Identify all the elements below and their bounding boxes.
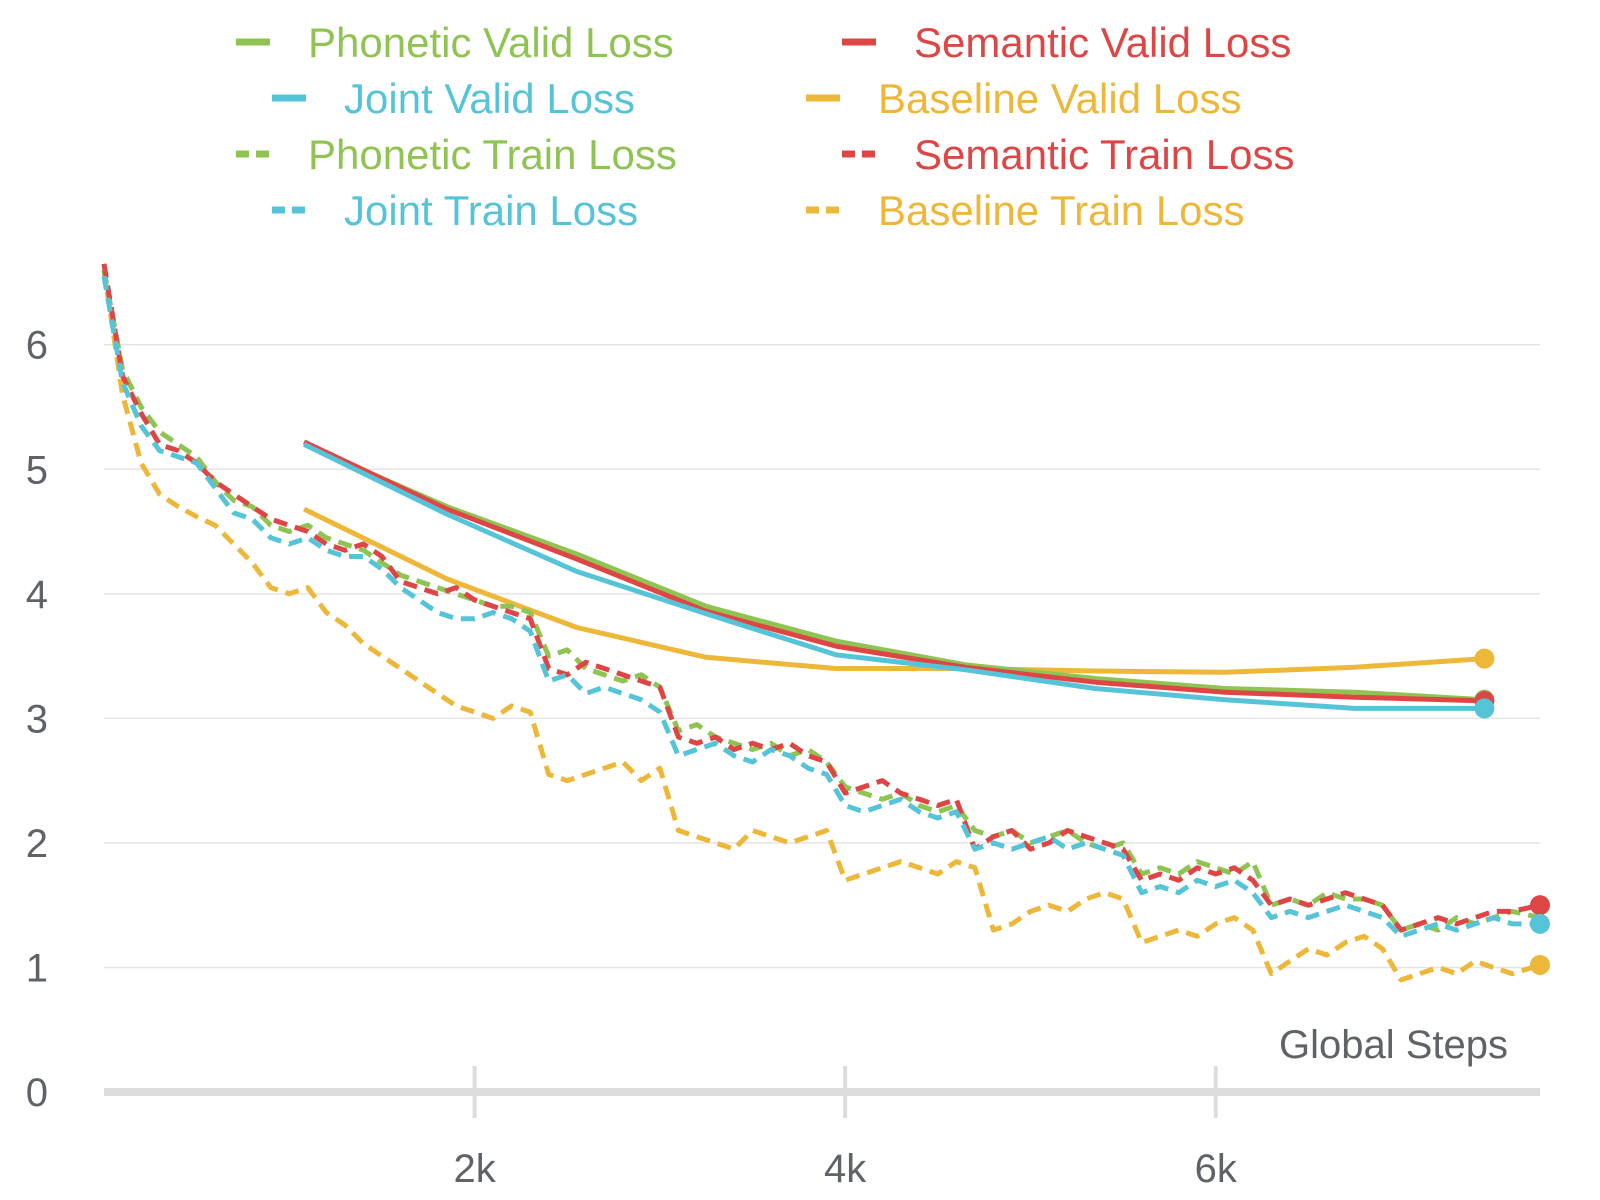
series-line-baseline-valid-loss bbox=[303, 506, 1485, 675]
y-tick-label: 2 bbox=[26, 822, 48, 866]
x-tick-label: 6k bbox=[1195, 1147, 1238, 1191]
x-tick-label: 2k bbox=[453, 1147, 496, 1191]
legend-item-phonetic-valid-loss: Phonetic Valid Loss bbox=[236, 19, 674, 66]
legend-label: Joint Train Loss bbox=[344, 187, 638, 234]
y-tick-label: 1 bbox=[26, 946, 48, 990]
series-line-phonetic-train-loss bbox=[101, 269, 1541, 933]
series-line-semantic-valid-loss bbox=[303, 439, 1485, 704]
legend-item-semantic-train-loss: Semantic Train Loss bbox=[842, 131, 1295, 178]
legend-label: Phonetic Train Loss bbox=[308, 131, 677, 178]
y-tick-label: 6 bbox=[26, 324, 48, 368]
end-point-semantic-train-loss bbox=[1530, 895, 1550, 916]
end-point-joint-valid-loss bbox=[1474, 698, 1495, 719]
series-line-joint-train-loss bbox=[101, 275, 1540, 939]
grid-layer bbox=[104, 343, 1540, 969]
axis-layer: 0 1 2 3 4 5 6 2k 4k 6k bbox=[26, 324, 1540, 1191]
end-point-joint-train-loss bbox=[1530, 913, 1550, 934]
x-axis-title: Global Steps bbox=[1279, 1023, 1508, 1067]
series-line-joint-valid-loss bbox=[303, 442, 1485, 711]
legend-item-joint-valid-loss: Joint Valid Loss bbox=[272, 75, 635, 122]
marker-layer bbox=[1474, 648, 1550, 975]
legend: Phonetic Valid Loss Semantic Valid Loss Jo… bbox=[236, 19, 1295, 234]
y-tick-label: 3 bbox=[26, 697, 48, 741]
y-tick-label: 4 bbox=[26, 573, 48, 617]
series-layer bbox=[101, 263, 1541, 983]
end-point-baseline-valid-loss bbox=[1474, 648, 1495, 669]
legend-item-phonetic-train-loss: Phonetic Train Loss bbox=[236, 131, 677, 178]
legend-item-semantic-valid-loss: Semantic Valid Loss bbox=[842, 19, 1291, 66]
legend-label: Semantic Train Loss bbox=[914, 131, 1295, 178]
end-point-baseline-train-loss bbox=[1530, 954, 1550, 975]
y-tick-label: 5 bbox=[26, 448, 48, 492]
series-line-baseline-train-loss bbox=[101, 269, 1541, 983]
legend-item-baseline-train-loss: Baseline Train Loss bbox=[806, 187, 1245, 234]
legend-label: Baseline Train Loss bbox=[878, 187, 1245, 234]
series-line-semantic-train-loss bbox=[101, 263, 1541, 933]
legend-item-joint-train-loss: Joint Train Loss bbox=[272, 187, 638, 234]
y-tick-label: 0 bbox=[26, 1071, 48, 1115]
series-line-phonetic-valid-loss bbox=[303, 442, 1485, 703]
legend-label: Semantic Valid Loss bbox=[914, 19, 1291, 66]
legend-label: Phonetic Valid Loss bbox=[308, 19, 674, 66]
legend-label: Joint Valid Loss bbox=[344, 75, 635, 122]
legend-label: Baseline Valid Loss bbox=[878, 75, 1241, 122]
legend-item-baseline-valid-loss: Baseline Valid Loss bbox=[806, 75, 1241, 122]
x-tick-label: 4k bbox=[824, 1147, 867, 1191]
